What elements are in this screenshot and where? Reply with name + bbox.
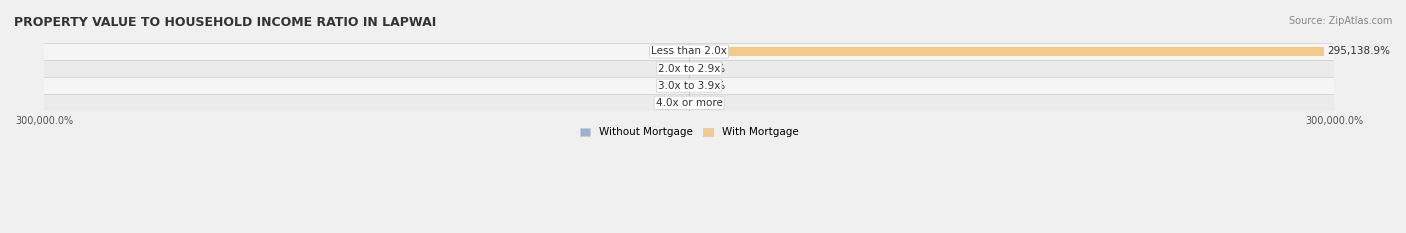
- Text: 295,138.9%: 295,138.9%: [1327, 47, 1391, 56]
- Bar: [44, 60, 1334, 77]
- Text: 3.0x to 3.9x: 3.0x to 3.9x: [658, 81, 720, 91]
- Text: 4.0x or more: 4.0x or more: [655, 98, 723, 108]
- Text: 78.1%: 78.1%: [652, 47, 686, 56]
- Text: Less than 2.0x: Less than 2.0x: [651, 47, 727, 56]
- Text: 3.2%: 3.2%: [659, 98, 686, 108]
- Text: 5.6%: 5.6%: [692, 98, 718, 108]
- Text: 9.7%: 9.7%: [659, 81, 686, 91]
- Text: PROPERTY VALUE TO HOUSEHOLD INCOME RATIO IN LAPWAI: PROPERTY VALUE TO HOUSEHOLD INCOME RATIO…: [14, 16, 436, 29]
- Bar: [44, 94, 1334, 111]
- Bar: [44, 43, 1334, 60]
- Text: 55.6%: 55.6%: [692, 64, 725, 74]
- Bar: [44, 77, 1334, 94]
- Text: 19.4%: 19.4%: [692, 81, 725, 91]
- Text: Source: ZipAtlas.com: Source: ZipAtlas.com: [1288, 16, 1392, 26]
- Text: 2.0x to 2.9x: 2.0x to 2.9x: [658, 64, 720, 74]
- Text: 9.0%: 9.0%: [659, 64, 686, 74]
- Legend: Without Mortgage, With Mortgage: Without Mortgage, With Mortgage: [575, 123, 803, 142]
- Bar: [689, 47, 1323, 56]
